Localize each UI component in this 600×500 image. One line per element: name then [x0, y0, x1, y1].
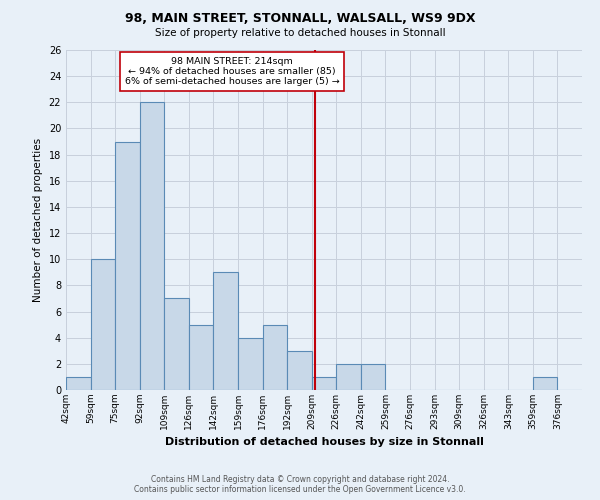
- Bar: [140, 102, 164, 390]
- Text: Contains public sector information licensed under the Open Government Licence v3: Contains public sector information licen…: [134, 485, 466, 494]
- Bar: [238, 338, 263, 390]
- Bar: [312, 377, 336, 390]
- Bar: [361, 364, 385, 390]
- Bar: [164, 298, 189, 390]
- Bar: [66, 377, 91, 390]
- X-axis label: Distribution of detached houses by size in Stonnall: Distribution of detached houses by size …: [164, 438, 484, 448]
- Bar: [287, 351, 312, 390]
- Bar: [336, 364, 361, 390]
- Bar: [91, 259, 115, 390]
- Bar: [263, 324, 287, 390]
- Bar: [115, 142, 140, 390]
- Bar: [533, 377, 557, 390]
- Y-axis label: Number of detached properties: Number of detached properties: [33, 138, 43, 302]
- Text: Size of property relative to detached houses in Stonnall: Size of property relative to detached ho…: [155, 28, 445, 38]
- Text: 98 MAIN STREET: 214sqm
← 94% of detached houses are smaller (85)
6% of semi-deta: 98 MAIN STREET: 214sqm ← 94% of detached…: [125, 56, 340, 86]
- Bar: [214, 272, 238, 390]
- Text: Contains HM Land Registry data © Crown copyright and database right 2024.: Contains HM Land Registry data © Crown c…: [151, 475, 449, 484]
- Bar: [189, 324, 214, 390]
- Text: 98, MAIN STREET, STONNALL, WALSALL, WS9 9DX: 98, MAIN STREET, STONNALL, WALSALL, WS9 …: [125, 12, 475, 26]
